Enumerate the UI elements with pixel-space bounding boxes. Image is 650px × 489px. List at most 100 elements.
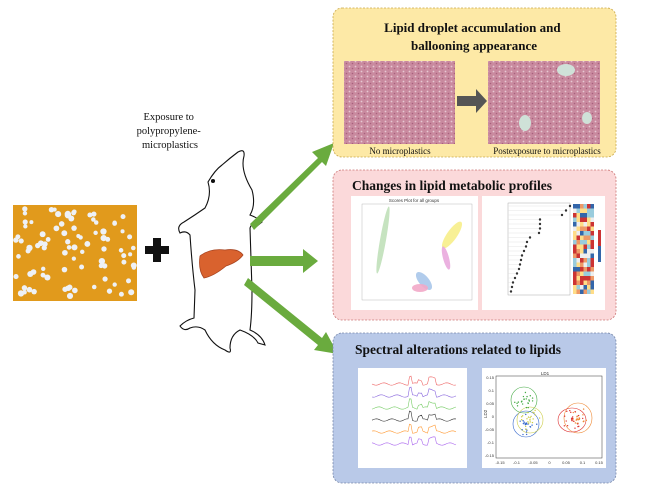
exposure-label: Exposure to polypropylene- microplastics bbox=[137, 112, 204, 151]
lda-point bbox=[525, 398, 527, 400]
microplastic-particle bbox=[40, 272, 46, 278]
microplastic-particle bbox=[112, 282, 117, 287]
microplastic-particle bbox=[13, 274, 19, 280]
microplastic-particle bbox=[131, 265, 137, 270]
lda-point bbox=[536, 423, 538, 425]
lda-point bbox=[522, 433, 524, 436]
microplastic-particle bbox=[25, 248, 31, 254]
lda-point bbox=[534, 409, 536, 412]
microplastic-particle bbox=[48, 206, 55, 213]
microplastic-particle bbox=[121, 253, 127, 259]
vip-point bbox=[538, 227, 542, 230]
microplastic-particle bbox=[41, 266, 46, 272]
microplastic-particle bbox=[64, 210, 71, 218]
lda-point bbox=[531, 400, 534, 402]
lda-point bbox=[527, 422, 530, 424]
microplastic-particle bbox=[68, 215, 75, 222]
lda-ytick: 0 bbox=[492, 414, 495, 419]
scores-plot-title: Scores Plot for all groups bbox=[389, 198, 440, 203]
microplastic-particle bbox=[76, 233, 81, 238]
histology-title: Lipid droplet accumulation and balloonin… bbox=[384, 20, 564, 53]
vip-point bbox=[564, 209, 568, 212]
microplastic-particle bbox=[100, 234, 107, 242]
microplastic-particle bbox=[27, 270, 34, 278]
vip-point bbox=[538, 222, 542, 226]
lda-ytick: -0.05 bbox=[485, 427, 495, 432]
lda-title: LD1 bbox=[541, 371, 550, 376]
lda-point bbox=[523, 421, 525, 423]
vip-point bbox=[510, 285, 514, 289]
vip-point bbox=[537, 231, 541, 235]
microplastic-particle bbox=[62, 249, 68, 256]
pca-scores-plot bbox=[351, 196, 478, 310]
microplastic-particle bbox=[55, 211, 62, 218]
microplastic-particle bbox=[128, 289, 135, 296]
lda-point bbox=[534, 414, 537, 416]
microplastic-particle bbox=[71, 256, 76, 261]
microplastic-particle bbox=[118, 291, 124, 297]
vip-point bbox=[513, 276, 517, 280]
spectrum-line bbox=[371, 436, 457, 446]
lda-point bbox=[531, 424, 533, 426]
lda-point bbox=[566, 410, 568, 413]
lda-point bbox=[582, 408, 585, 410]
lda-point bbox=[521, 415, 524, 417]
lda-point bbox=[533, 412, 535, 414]
microplastic-particle bbox=[102, 263, 108, 269]
microplastic-particle bbox=[112, 220, 118, 226]
microplastic-particle bbox=[16, 254, 21, 259]
microplastic-particle bbox=[62, 286, 68, 292]
lda-point bbox=[563, 425, 566, 427]
microplastic-particle bbox=[53, 225, 60, 232]
lda-xtick: 0 bbox=[548, 460, 551, 465]
spectral-panel: Spectral alterations related to lipids L… bbox=[332, 332, 617, 484]
lda-point bbox=[529, 419, 531, 421]
caption-postexposure: Postexposure to microplastics bbox=[493, 146, 601, 156]
lda-point bbox=[565, 420, 567, 422]
microplastic-particle bbox=[45, 237, 51, 242]
lda-point bbox=[571, 419, 573, 421]
microplastic-particle bbox=[106, 288, 113, 294]
lda-point bbox=[524, 425, 527, 428]
lda-point bbox=[582, 417, 584, 420]
lda-point bbox=[573, 420, 575, 423]
lda-point bbox=[569, 409, 571, 412]
microplastic-particle bbox=[13, 237, 19, 243]
microplastic-particle bbox=[130, 245, 136, 251]
arrow-to-metabolic bbox=[250, 249, 318, 273]
microplastic-particle bbox=[91, 217, 96, 222]
microplastic-particle bbox=[71, 244, 78, 251]
vip-point bbox=[560, 213, 564, 217]
vip-point bbox=[517, 267, 521, 271]
spectrum-line bbox=[371, 398, 457, 410]
histology-control-image bbox=[344, 61, 455, 144]
microplastic-particle bbox=[52, 207, 57, 212]
lda-point bbox=[577, 425, 579, 428]
lda-ylabel: LD2 bbox=[483, 409, 488, 418]
metabolic-panel: Changes in lipid metabolic profiles Scor… bbox=[332, 169, 617, 321]
lda-ytick: 0.15 bbox=[486, 375, 495, 380]
lda-point bbox=[527, 411, 529, 414]
lda-point bbox=[571, 416, 574, 418]
spectrum-line bbox=[371, 386, 457, 398]
lda-point bbox=[566, 425, 569, 427]
lda-point bbox=[522, 395, 525, 398]
microplastic-particle bbox=[102, 276, 108, 282]
lda-point bbox=[577, 414, 580, 417]
microplastic-particle bbox=[39, 240, 44, 245]
lda-point bbox=[531, 421, 534, 424]
microplastic-particle bbox=[71, 210, 77, 216]
lda-point bbox=[524, 391, 527, 394]
microplastic-particle bbox=[66, 292, 74, 300]
vip-point bbox=[519, 258, 523, 262]
lda-point bbox=[516, 402, 518, 405]
lda-xtick: -0.15 bbox=[495, 460, 505, 465]
lda-ytick: 0.1 bbox=[488, 388, 494, 393]
microplastic-particle bbox=[121, 259, 127, 265]
lda-point bbox=[514, 401, 516, 404]
microplastic-particle bbox=[58, 221, 65, 227]
lda-point bbox=[525, 428, 527, 431]
histology-exposed-image bbox=[488, 61, 600, 144]
lda-point bbox=[531, 397, 534, 399]
lda-point bbox=[538, 417, 541, 419]
